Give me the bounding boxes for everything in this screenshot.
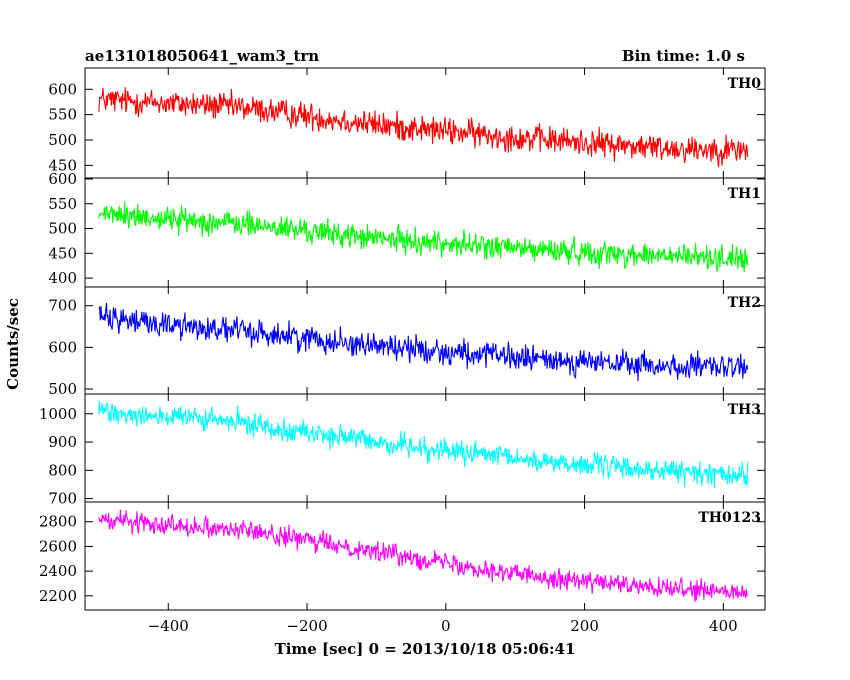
y-tick-label: 2600 — [39, 537, 77, 555]
y-tick-label: 500 — [48, 380, 77, 398]
y-tick-label: 600 — [48, 338, 77, 356]
y-tick-label: 500 — [48, 131, 77, 149]
y-tick-label: 550 — [48, 106, 77, 124]
panel-th0123: 2200 2400 2600 2800 TH0123 — [39, 501, 766, 611]
y-tick-label: 550 — [48, 195, 77, 213]
y-tick-label: 450 — [48, 244, 77, 262]
bin-time-label: Bin time: 1.0 s — [622, 47, 745, 65]
x-tick-label: 0 — [441, 617, 451, 635]
x-tick-label: 400 — [709, 617, 738, 635]
y-tick-label: 600 — [48, 170, 77, 188]
y-tick-label: 700 — [48, 490, 77, 508]
y-tick-label: 2800 — [39, 513, 77, 531]
y-tick-label: 1000 — [39, 405, 77, 423]
panel-th0: 450 500 550 600 TH0 — [48, 67, 766, 179]
y-tick-label: 800 — [48, 461, 77, 479]
panel-frame — [84, 67, 766, 179]
y-tick-label: 900 — [48, 433, 77, 451]
panel-th1: 400 450 500 550 600 TH1 — [48, 170, 766, 288]
y-tick-label: 450 — [48, 156, 77, 174]
series-line-th0 — [98, 87, 749, 168]
y-tick-label: 2400 — [39, 562, 77, 580]
series-line-th2 — [98, 302, 749, 382]
y-axis-label: Counts/sec — [4, 298, 22, 390]
y-tick-label: 2200 — [39, 587, 77, 605]
panel-frame — [84, 501, 766, 611]
series-line-th3 — [98, 401, 749, 488]
panel-label-th2: TH2 — [728, 295, 761, 311]
panel-th2: 500 600 700 TH2 — [48, 286, 766, 398]
x-tick-label: −400 — [148, 617, 189, 635]
x-tick-label: 200 — [570, 617, 599, 635]
y-tick-label: 600 — [48, 80, 77, 98]
panel-label-th0123: TH0123 — [698, 510, 761, 526]
panel-label-th3: TH3 — [728, 402, 761, 418]
panels-group: 450 500 550 600 TH0 400 450 500 550 600 TH1 500 600 7… — [39, 67, 766, 635]
x-tick-label: −200 — [286, 617, 327, 635]
y-tick-label: 500 — [48, 220, 77, 238]
y-tick-label: 700 — [48, 297, 77, 315]
panel-label-th1: TH1 — [728, 186, 761, 202]
series-line-th0123 — [98, 509, 749, 602]
x-axis-label: Time [sec] 0 = 2013/10/18 05:06:41 — [275, 640, 576, 658]
y-tick-label: 400 — [48, 269, 77, 287]
panel-frame — [84, 177, 766, 288]
panel-th3: 700 800 900 1000 TH3 — [39, 393, 766, 508]
panel-label-th0: TH0 — [728, 76, 762, 92]
chart-title: ae131018050641_wam3_trn — [85, 47, 319, 65]
panel-frame — [84, 286, 766, 395]
series-line-th1 — [98, 201, 749, 273]
